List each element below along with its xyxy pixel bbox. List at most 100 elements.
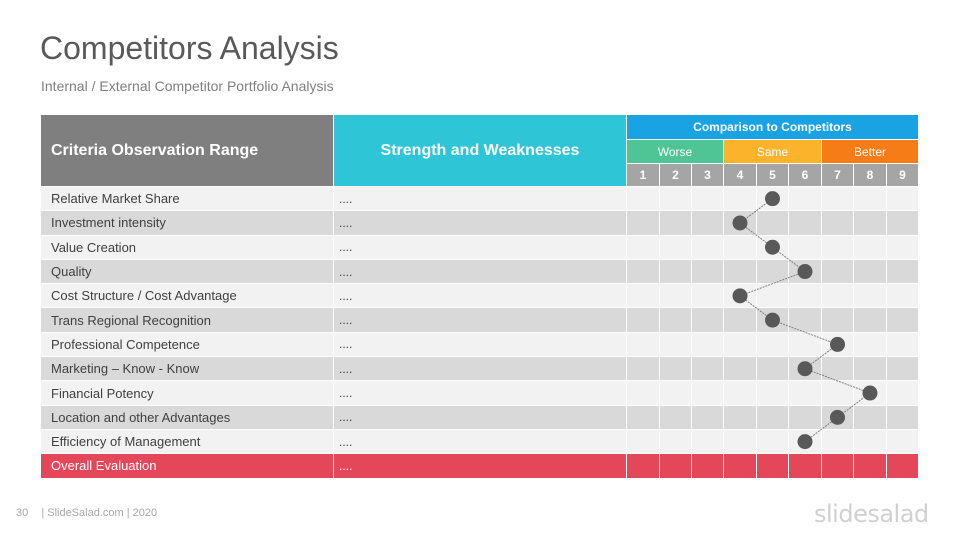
score-cell <box>821 283 854 309</box>
score-cell <box>691 283 724 309</box>
score-cell <box>723 404 757 430</box>
group-header-worse: Worse <box>626 139 724 164</box>
criterion-label: Marketing – Know - Know <box>40 356 334 382</box>
group-header-same: Same <box>723 139 822 164</box>
score-cell <box>659 258 692 285</box>
strength-value: .... <box>333 356 627 382</box>
score-cell <box>821 210 854 236</box>
score-cell <box>691 210 724 236</box>
score-cell <box>821 428 854 455</box>
table-row: Marketing – Know - Know.... <box>40 356 919 382</box>
score-cell <box>821 234 854 260</box>
table-row: Financial Potency.... <box>40 380 919 406</box>
score-cell <box>756 453 789 479</box>
score-cell <box>626 258 660 285</box>
score-cell <box>691 356 724 382</box>
score-cell <box>659 356 692 382</box>
scale-header-cell: 2 <box>659 163 692 187</box>
criterion-label: Trans Regional Recognition <box>40 307 334 333</box>
page-number: 30 <box>16 507 29 519</box>
score-cell <box>821 404 854 430</box>
criterion-label: Value Creation <box>40 234 334 260</box>
scale-header-cell: 4 <box>723 163 757 187</box>
score-cell <box>659 331 692 358</box>
score-cell <box>723 234 757 260</box>
group-header-row: Worse Same Better <box>41 139 919 164</box>
score-cell <box>853 428 887 455</box>
criterion-label: Investment intensity <box>40 210 334 236</box>
score-cell <box>756 428 789 455</box>
strength-value: .... <box>333 453 627 479</box>
brand-logo: slidesalad <box>814 500 929 528</box>
score-cell <box>853 283 887 309</box>
score-cell <box>691 404 724 430</box>
score-cell <box>626 453 660 479</box>
strength-value: .... <box>333 258 627 285</box>
strength-value: .... <box>333 380 627 406</box>
score-cell <box>691 307 724 333</box>
score-cell <box>853 356 887 382</box>
score-cell <box>626 356 660 382</box>
score-cell <box>886 356 919 382</box>
score-cell <box>821 380 854 406</box>
table-row: Trans Regional Recognition.... <box>40 307 919 333</box>
score-cell <box>626 307 660 333</box>
table-row: Cost Structure / Cost Advantage.... <box>40 283 919 309</box>
score-cell <box>626 234 660 260</box>
strength-value: .... <box>333 331 627 358</box>
score-cell <box>723 185 757 212</box>
score-cell <box>756 331 789 358</box>
score-cell <box>626 380 660 406</box>
score-cell <box>853 331 887 358</box>
score-cell <box>788 283 822 309</box>
score-cell <box>788 356 822 382</box>
slide-title: Competitors Analysis <box>40 30 339 66</box>
table-body: Relative Market Share.... Investment inte… <box>40 185 919 479</box>
table-row: Value Creation.... <box>40 234 919 260</box>
table-row: Investment intensity.... <box>40 210 919 236</box>
score-cell <box>659 380 692 406</box>
group-header-better: Better <box>821 139 919 164</box>
score-cell <box>853 307 887 333</box>
score-cell <box>886 210 919 236</box>
criterion-label: Cost Structure / Cost Advantage <box>40 283 334 309</box>
score-cell <box>853 258 887 285</box>
score-cell <box>691 331 724 358</box>
score-cell <box>723 331 757 358</box>
score-cell <box>659 234 692 260</box>
score-cell <box>691 234 724 260</box>
strength-value: .... <box>333 283 627 309</box>
criterion-label: Financial Potency <box>40 380 334 406</box>
score-cell <box>723 380 757 406</box>
strength-header: Strength and Weaknesses <box>333 114 627 187</box>
strength-value: .... <box>333 210 627 236</box>
score-cell <box>691 185 724 212</box>
criterion-label: Relative Market Share <box>40 185 334 212</box>
score-cell <box>788 307 822 333</box>
score-cell <box>821 453 854 479</box>
table-row: Quality.... <box>40 258 919 285</box>
score-cell <box>659 307 692 333</box>
score-cell <box>659 453 692 479</box>
score-cell <box>756 258 789 285</box>
score-cell <box>691 258 724 285</box>
score-cell <box>691 380 724 406</box>
score-cell <box>788 404 822 430</box>
score-cell <box>626 210 660 236</box>
scale-header-cell: 9 <box>886 163 919 187</box>
score-cell <box>788 185 822 212</box>
score-cell <box>853 210 887 236</box>
score-cell <box>626 185 660 212</box>
strength-value: .... <box>333 307 627 333</box>
score-cell <box>886 234 919 260</box>
score-cell <box>659 283 692 309</box>
score-cell <box>723 453 757 479</box>
score-cell <box>756 210 789 236</box>
score-cell <box>756 356 789 382</box>
score-cell <box>756 185 789 212</box>
score-cell <box>821 331 854 358</box>
total-row: Overall Evaluation.... <box>40 453 919 479</box>
score-cell <box>756 380 789 406</box>
score-cell <box>886 307 919 333</box>
competitors-table: Criteria Observation Range Strength and … <box>40 114 919 479</box>
